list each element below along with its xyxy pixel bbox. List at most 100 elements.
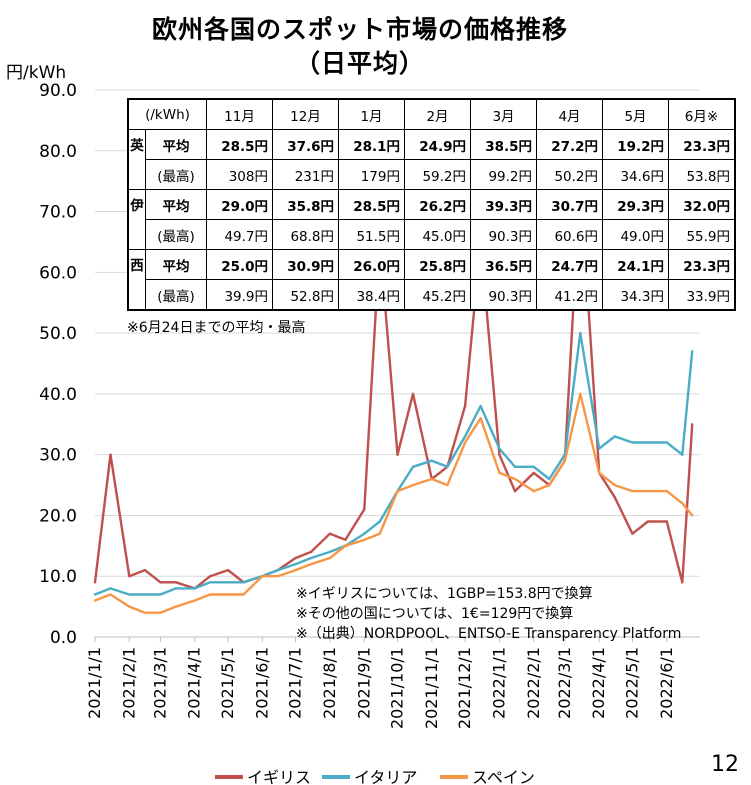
data-point bbox=[174, 587, 178, 590]
country-cell: 英 bbox=[127, 129, 146, 190]
row-kind: 平均 bbox=[145, 189, 207, 220]
series-line-spain bbox=[94, 392, 694, 614]
table-cell: 35.8円 bbox=[272, 189, 339, 220]
x-tick-label: 2021/2/1 bbox=[119, 647, 138, 719]
table-cell: 24.7円 bbox=[536, 249, 603, 280]
data-point bbox=[328, 550, 332, 554]
table-cell: 23.3円 bbox=[668, 249, 736, 280]
data-point bbox=[411, 392, 415, 396]
data-point bbox=[665, 520, 668, 523]
data-point bbox=[143, 611, 147, 614]
data-point bbox=[396, 453, 399, 456]
page-number: 12 bbox=[711, 752, 739, 777]
data-point bbox=[646, 520, 650, 523]
table-cell: 29.3円 bbox=[602, 189, 669, 220]
data-point bbox=[128, 593, 131, 596]
data-point bbox=[193, 599, 196, 602]
data-point bbox=[513, 489, 517, 493]
table-cell: 19.2円 bbox=[602, 129, 669, 160]
data-point bbox=[665, 441, 668, 444]
table-cell: 28.5円 bbox=[338, 189, 405, 220]
data-point bbox=[396, 489, 399, 493]
data-point bbox=[261, 575, 264, 578]
table-header-month: 5月 bbox=[602, 98, 669, 130]
y-tick-label: 0.0 bbox=[50, 628, 77, 648]
data-point bbox=[513, 465, 517, 469]
table-row: (最高) 39.9円 52.8円 38.4円 45.2円 90.3円 41.2円… bbox=[128, 279, 736, 311]
data-point bbox=[378, 520, 381, 523]
table-cell: 23.3円 bbox=[668, 129, 736, 160]
table-cell: 29.0円 bbox=[206, 189, 273, 220]
data-point bbox=[363, 508, 366, 511]
table-cell: 52.8円 bbox=[272, 279, 339, 311]
table-cell: 50.2円 bbox=[536, 159, 603, 190]
table-cell: 60.6円 bbox=[536, 219, 603, 250]
x-tick-label: 2022/6/1 bbox=[657, 647, 676, 719]
data-point bbox=[681, 453, 684, 456]
x-tick-label: 2022/2/1 bbox=[524, 647, 543, 719]
table-cell: 38.5円 bbox=[470, 129, 537, 160]
data-point bbox=[691, 350, 694, 353]
country-cell: 西 bbox=[127, 249, 146, 311]
legend-label: イタリア bbox=[354, 768, 417, 785]
table-cell: 49.7円 bbox=[206, 219, 273, 250]
data-point bbox=[646, 489, 650, 493]
table-cell: 38.4円 bbox=[338, 279, 405, 311]
data-point bbox=[631, 489, 634, 493]
data-point bbox=[631, 532, 634, 535]
data-point bbox=[276, 575, 280, 578]
conversion-note: ※その他の国については、1€=129円で換算 bbox=[296, 606, 574, 622]
country-cell: 伊 bbox=[127, 189, 146, 250]
table-cell: 28.5円 bbox=[206, 129, 273, 160]
table-cell: 28.1円 bbox=[338, 129, 405, 160]
table-cell: 26.0円 bbox=[338, 249, 405, 280]
table-row: (最高) 308円 231円 179円 59.2円 99.2円 50.2円 34… bbox=[128, 159, 736, 190]
data-point bbox=[579, 392, 582, 396]
table-cell: 27.2円 bbox=[536, 129, 603, 160]
x-tick-label: 2021/6/1 bbox=[252, 647, 271, 719]
data-point bbox=[328, 556, 332, 560]
data-point bbox=[328, 532, 332, 535]
conversion-note: ※イギリスについては、1GBP=153.8円で換算 bbox=[296, 586, 593, 602]
row-kind: (最高) bbox=[145, 159, 207, 190]
data-point bbox=[446, 465, 449, 469]
data-point bbox=[532, 465, 535, 469]
table-header-row: (/kWh) 11月 12月 1月 2月 3月 4月 5月 6月※ bbox=[127, 98, 736, 130]
x-tick-label: 2021/4/1 bbox=[185, 647, 204, 719]
table-cell: 32.0円 bbox=[668, 189, 736, 220]
table-cell: 41.2円 bbox=[536, 279, 603, 311]
y-tick-label: 10.0 bbox=[39, 567, 77, 587]
table-header-unit: (/kWh) bbox=[127, 98, 207, 130]
data-point bbox=[109, 453, 112, 456]
x-tick-label: 2021/8/1 bbox=[320, 647, 339, 719]
table-cell: 45.2円 bbox=[404, 279, 471, 311]
data-point bbox=[209, 593, 212, 596]
table-cell: 26.2円 bbox=[404, 189, 471, 220]
table-cell: 53.8円 bbox=[668, 159, 736, 190]
table-cell: 36.5円 bbox=[470, 249, 537, 280]
x-tick-label: 2021/10/1 bbox=[388, 647, 407, 729]
table-cell: 37.6円 bbox=[272, 129, 339, 160]
data-point bbox=[93, 593, 97, 596]
table-cell: 90.3円 bbox=[470, 279, 537, 311]
table-cell: 90.3円 bbox=[470, 219, 537, 250]
chart-title: 欧州各国のスポット市場の価格推移 bbox=[151, 15, 568, 44]
data-point bbox=[159, 611, 162, 614]
x-tick-label: 2021/3/1 bbox=[150, 647, 169, 719]
y-tick-label: 90.0 bbox=[39, 81, 77, 101]
table-header-month: 6月※ bbox=[668, 98, 736, 130]
data-point bbox=[209, 575, 212, 578]
data-point bbox=[532, 471, 535, 475]
data-point bbox=[597, 471, 601, 475]
table-cell: 25.0円 bbox=[206, 249, 273, 280]
row-kind: (最高) bbox=[145, 219, 207, 250]
price-table: (/kWh) 11月 12月 1月 2月 3月 4月 5月 6月※ 英 平均 2… bbox=[127, 98, 736, 311]
table-cell: 39.9円 bbox=[206, 279, 273, 311]
data-point bbox=[479, 417, 482, 420]
table-row: 伊 平均 29.0円 35.8円 28.5円 26.2円 39.3円 30.7円… bbox=[127, 189, 736, 250]
table-cell: 68.8円 bbox=[272, 219, 339, 250]
data-point bbox=[631, 441, 634, 444]
table-header-month: 11月 bbox=[206, 98, 273, 130]
data-point bbox=[109, 587, 112, 590]
table-cell: 179円 bbox=[338, 159, 405, 190]
